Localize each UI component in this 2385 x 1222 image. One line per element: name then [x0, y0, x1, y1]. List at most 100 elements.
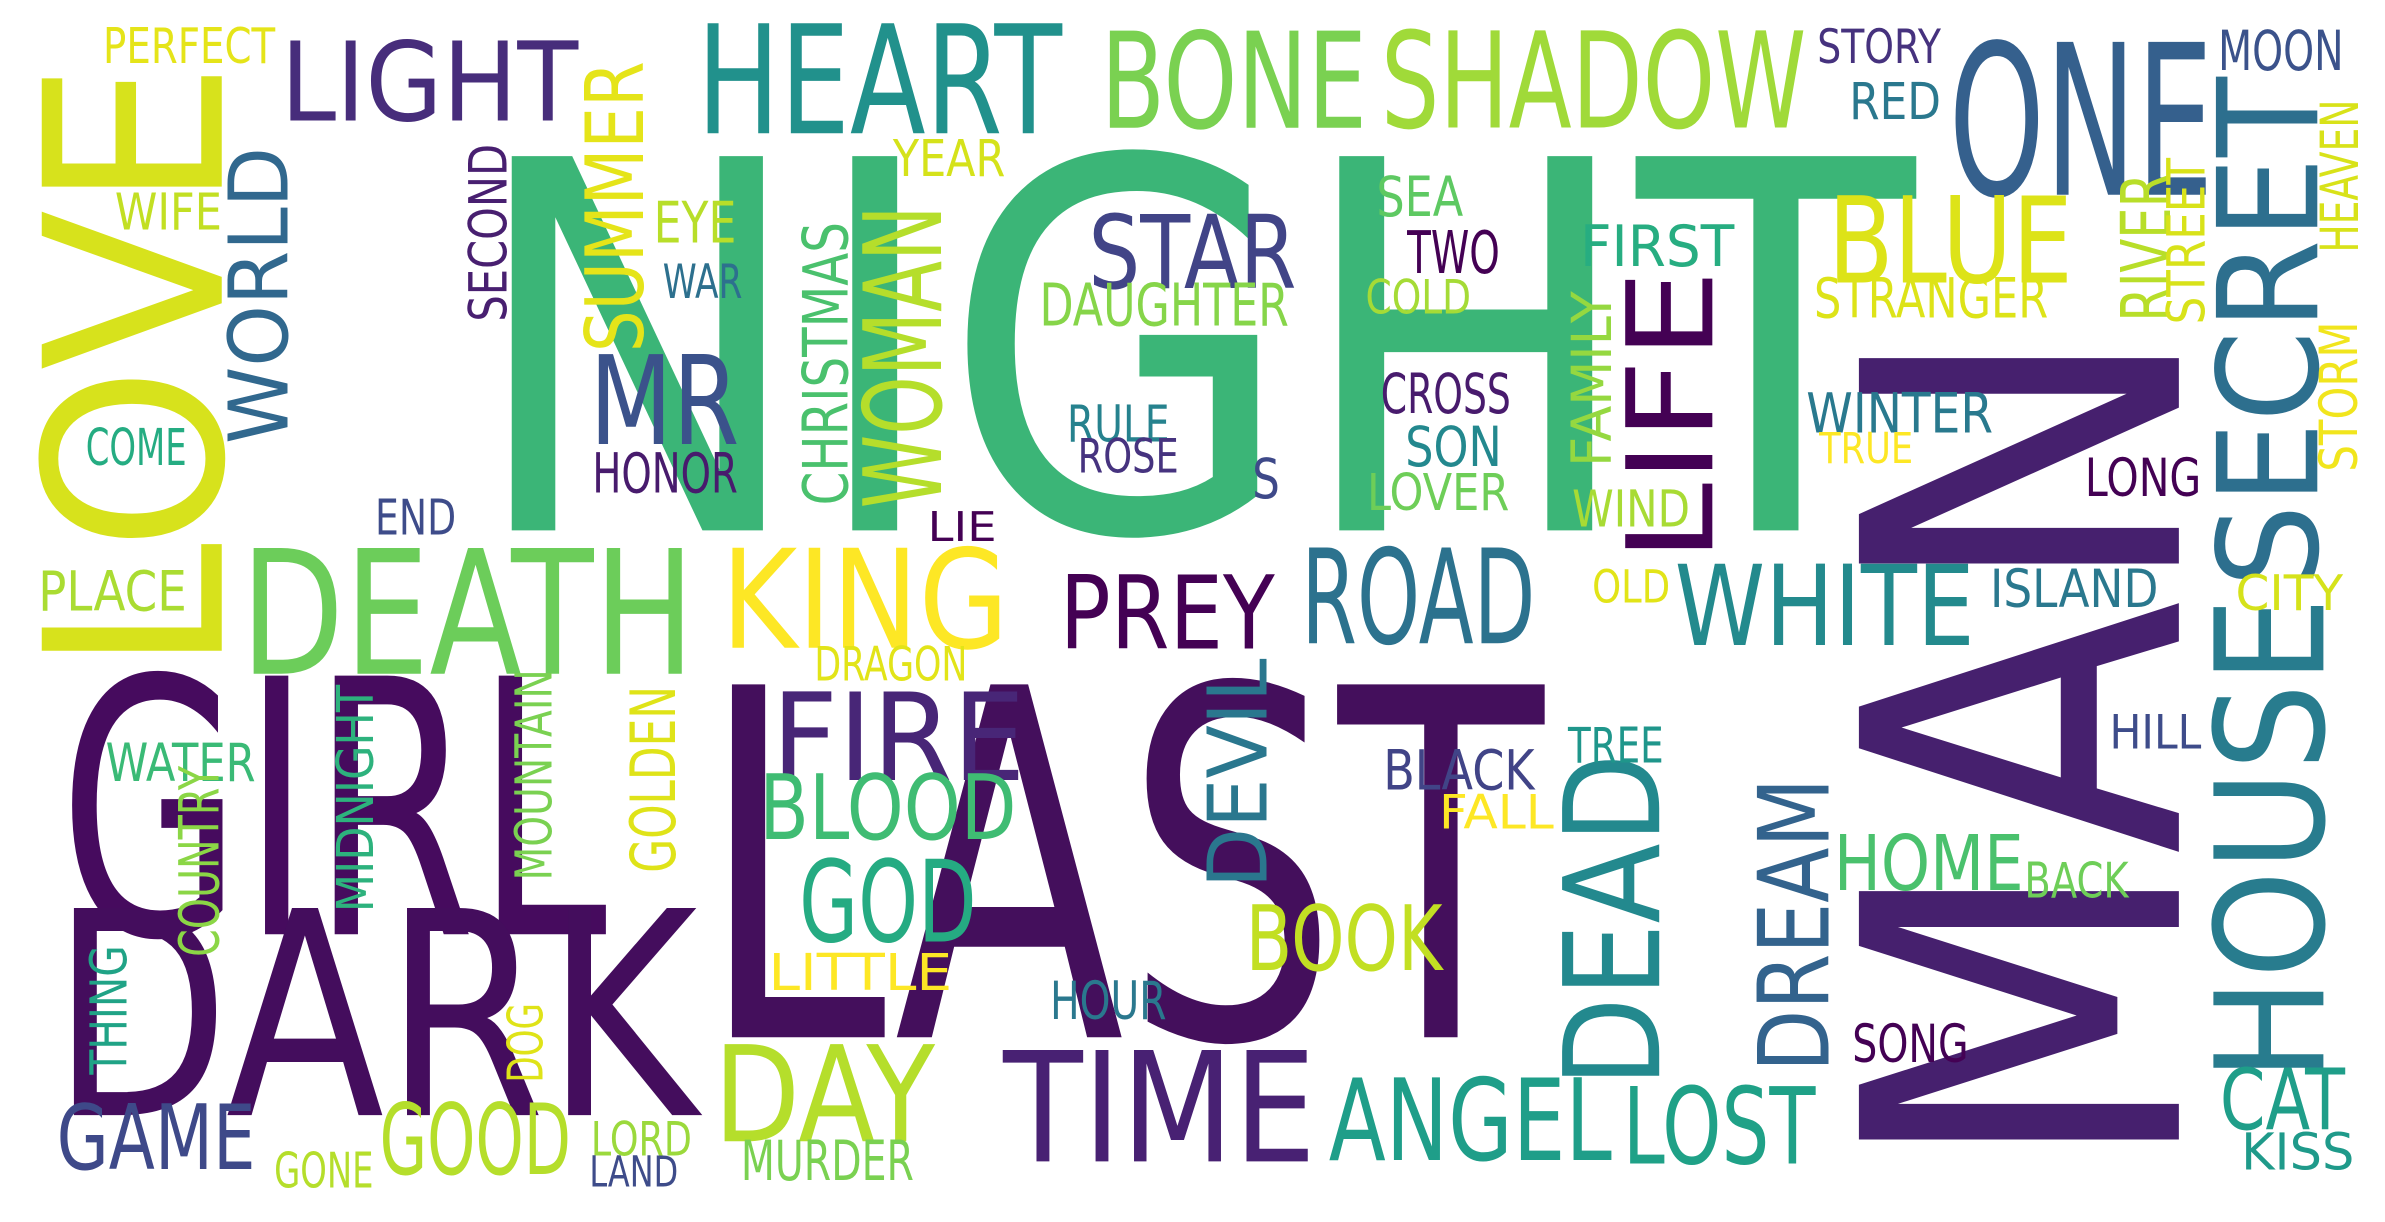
word-dog: DOG [497, 1003, 554, 1083]
word-time: TIME [1002, 1019, 1316, 1198]
word-rose: ROSE [1078, 429, 1179, 484]
word-hill: HILL [2109, 704, 2201, 760]
word-moon: MOON [2218, 21, 2343, 84]
word-son: SON [1405, 415, 1501, 479]
word-cross: CROSS [1381, 363, 1511, 427]
word-murder: MURDER [741, 1131, 914, 1194]
word-mr: MR [589, 330, 739, 474]
word-dream: DREAM [1739, 778, 1853, 1072]
word-island: ISLAND [1990, 558, 2158, 620]
word-winter: WINTER [1806, 383, 1993, 446]
word-book: BOOK [1246, 886, 1445, 991]
word-storm: STORM [2309, 322, 2370, 472]
word-tree: TREE [1567, 718, 1664, 774]
word-bone: BONE [1101, 5, 1367, 160]
word-stranger: STRANGER [1814, 266, 2048, 331]
word-dragon: DRAGON [814, 637, 967, 692]
word-heaven: HEAVEN [2309, 100, 2371, 253]
word-land: LAND [589, 1146, 678, 1196]
word-home: HOME [1834, 820, 2024, 909]
word-honor: HONOR [592, 443, 737, 507]
word-road: ROAD [1301, 521, 1535, 674]
word-true: TRUE [1818, 424, 1913, 474]
word-love: LOVE [0, 61, 280, 674]
word-lover: LOVER [1367, 463, 1509, 522]
word-light: LIGHT [281, 19, 580, 147]
word-old: OLD [1592, 561, 1670, 614]
word-war: WAR [663, 254, 743, 309]
word-summer: SUMMER [570, 61, 663, 352]
word-one: ONE [1949, 2, 2214, 245]
word-cat: CAT [2220, 1051, 2346, 1149]
word-woman: WOMAN [841, 205, 967, 508]
word-game: GAME [57, 1085, 256, 1190]
word-good: GOOD [380, 1084, 571, 1198]
word-country: COUNTRY [169, 765, 232, 957]
word-cold: COLD [1365, 272, 1471, 326]
word-little: LITTLE [768, 943, 952, 1003]
word-girl: GIRL [59, 606, 609, 1019]
word-wife: WIFE [115, 183, 222, 242]
word-two: TWO [1406, 218, 1500, 286]
word-dead: DEAD [1536, 753, 1691, 1087]
word-hour: HOUR [1050, 970, 1166, 1031]
word-christmas: CHRISTMAS [790, 222, 863, 505]
word-city: CITY [2236, 565, 2344, 622]
word-rule: RULE [1067, 394, 1170, 453]
word-day: DAY [714, 1019, 936, 1174]
word-prey: PREY [1060, 555, 1276, 674]
word-black: BLACK [1383, 738, 1536, 802]
word-end: END [375, 490, 456, 547]
word-heart: HEART [697, 0, 1063, 170]
word-king: KING [721, 520, 1009, 680]
word-thing: THING [79, 945, 139, 1075]
word-river: RIVER [2107, 173, 2187, 322]
word-world: WORLD [211, 147, 307, 444]
word-wind: WIND [1572, 480, 1690, 539]
word-daughter: DAUGHTER [1039, 272, 1288, 340]
word-golden: GOLDEN [617, 686, 690, 873]
word-lie: LIE [928, 504, 997, 552]
word-red: RED [1849, 73, 1941, 132]
word-devil: DEVIL [1191, 658, 1286, 888]
word-dark: DARK [51, 852, 705, 1183]
word-shadow: SHADOW [1381, 5, 1806, 160]
word-long: LONG [2085, 448, 2201, 509]
word-white: WHITE [1675, 542, 1975, 672]
word-first: FIRST [1580, 214, 1735, 280]
word-night: NIGHT [467, 55, 1921, 652]
word-angel: ANGEL [1329, 1054, 1612, 1187]
word-year: YEAR [892, 130, 1005, 190]
word-death: DEATH [240, 513, 695, 715]
word-mountain: MOUNTAIN [505, 669, 564, 880]
word-second: SECOND [459, 144, 520, 322]
word-eye: EYE [654, 190, 737, 256]
word-story: STORY [1817, 20, 1942, 75]
word-man: MAN [1771, 322, 2282, 1176]
word-last: LAST [699, 589, 1549, 1152]
word-back: BACK [2024, 853, 2129, 910]
word-street: STREET [2156, 158, 2217, 325]
word-song: SONG [1852, 1015, 1968, 1076]
word-life: LIFE [1601, 270, 1740, 562]
word-gone: GONE [274, 1142, 373, 1199]
word-place: PLACE [38, 561, 186, 625]
word-star: STAR [1088, 193, 1296, 312]
word-god: GOD [799, 836, 977, 969]
word-water: WATER [106, 733, 256, 794]
word-midnight: MIDNIGHT [327, 684, 386, 912]
word-blue: BLUE [1828, 171, 2073, 311]
word-s: S [1252, 447, 1280, 511]
word-blood: BLOOD [759, 756, 1016, 861]
word-fire: FIRE [772, 667, 1026, 808]
word-lord: LORD [591, 1112, 692, 1167]
word-family: FAMILY [1560, 291, 1625, 467]
word-come: COME [86, 419, 187, 478]
word-fall: FALL [1439, 786, 1554, 840]
word-sea: SEA [1376, 166, 1463, 230]
word-house: HOUSE [2183, 597, 2359, 1081]
word-perfect: PERFECT [103, 18, 276, 75]
word-lost: LOST [1623, 1065, 1816, 1188]
